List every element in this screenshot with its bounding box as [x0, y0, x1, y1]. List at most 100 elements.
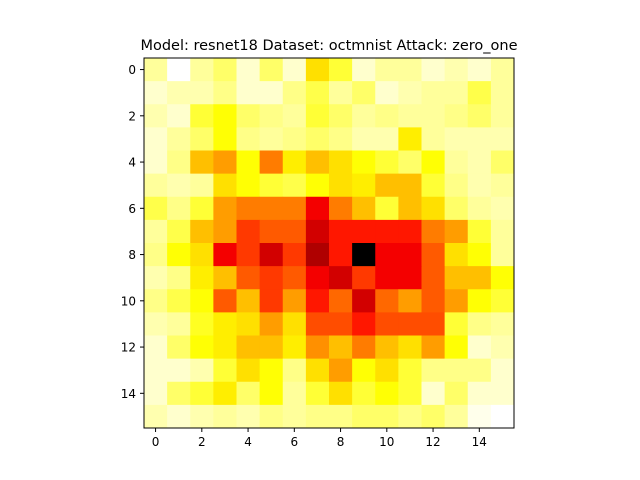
heatmap-cell [490, 358, 515, 383]
heatmap-cell [190, 219, 214, 244]
heatmap-cell [144, 312, 168, 336]
heatmap-cell [467, 58, 492, 82]
heatmap-cell [490, 127, 515, 151]
heatmap-cell [352, 266, 376, 290]
heatmap-cell [236, 381, 261, 406]
heatmap-cell [282, 127, 307, 151]
heatmap-cell [213, 312, 237, 336]
heatmap-cell [282, 266, 307, 290]
heatmap-cell [190, 381, 214, 406]
heatmap-cell [236, 127, 261, 151]
heatmap-cell [467, 404, 492, 429]
heatmap-cell [329, 289, 353, 313]
heatmap-cell [259, 219, 284, 244]
heatmap-cell [259, 173, 284, 198]
heatmap-cell [329, 266, 353, 290]
heatmap-cell [305, 381, 330, 406]
heatmap-cell [398, 289, 422, 313]
heatmap-cell [375, 289, 399, 313]
heatmap-cell [398, 104, 422, 128]
heatmap-cell [490, 335, 515, 360]
x-tick-label: 14 [472, 435, 487, 449]
heatmap-cell [236, 266, 261, 290]
x-tick-label: 4 [244, 435, 252, 449]
heatmap-cell [329, 358, 353, 383]
heatmap-cell [352, 127, 376, 151]
heatmap-cell [236, 335, 261, 360]
heatmap-cell [167, 404, 191, 429]
heatmap-cell [421, 312, 446, 336]
heatmap-cell [236, 404, 261, 429]
heatmap-cell [144, 173, 168, 198]
heatmap-cell [236, 173, 261, 198]
heatmap-cell [375, 104, 399, 128]
heatmap-cell [375, 358, 399, 383]
heatmap-cell [144, 127, 168, 151]
heatmap-cell [282, 219, 307, 244]
heatmap-cell [190, 58, 214, 82]
heatmap-cell [444, 335, 469, 360]
heatmap-cell [490, 404, 515, 429]
heatmap-cell [213, 173, 237, 198]
heatmap-cell [421, 81, 446, 105]
heatmap-cell [282, 81, 307, 105]
heatmap-cell [213, 104, 237, 128]
heatmap-cell [490, 219, 515, 244]
heatmap-cell [375, 243, 399, 267]
heatmap-cell [190, 173, 214, 198]
chart-title: Model: resnet18 Dataset: octmnist Attack… [140, 38, 517, 54]
heatmap-cell [213, 335, 237, 360]
heatmap-cell [167, 312, 191, 336]
heatmap-cell [259, 81, 284, 105]
y-tick-label: 14 [121, 387, 136, 401]
heatmap-cell [190, 335, 214, 360]
heatmap-cell [444, 266, 469, 290]
heatmap-cell [352, 243, 376, 267]
heatmap-cell [305, 289, 330, 313]
heatmap-cell [167, 104, 191, 128]
heatmap-cell [213, 289, 237, 313]
heatmap-cell [329, 81, 353, 105]
heatmap-cell [444, 289, 469, 313]
plot-frame [143, 57, 515, 429]
heatmap-cell [375, 196, 399, 221]
heatmap-cells [144, 58, 515, 429]
heatmap-cell [421, 196, 446, 221]
heatmap-cell [444, 404, 469, 429]
heatmap-cell [305, 312, 330, 336]
heatmap-cell [282, 335, 307, 360]
heatmap-cell [467, 335, 492, 360]
heatmap-cell [282, 289, 307, 313]
x-tick-label: 10 [379, 435, 394, 449]
heatmap-cell [259, 312, 284, 336]
heatmap-cell [259, 381, 284, 406]
heatmap-cell [398, 381, 422, 406]
heatmap-cell [421, 404, 446, 429]
heatmap-cell [444, 219, 469, 244]
heatmap-cell [398, 150, 422, 175]
heatmap-cell [236, 358, 261, 383]
heatmap-cell [190, 266, 214, 290]
heatmap-cell [167, 289, 191, 313]
heatmap-cell [213, 381, 237, 406]
heatmap-cell [282, 104, 307, 128]
heatmap-cell [282, 58, 307, 82]
heatmap-cell [213, 358, 237, 383]
heatmap-cell [213, 196, 237, 221]
heatmap-cell [375, 58, 399, 82]
heatmap-cell [144, 243, 168, 267]
heatmap-cell [259, 150, 284, 175]
heatmap-cell [167, 58, 191, 82]
heatmap-cell [398, 58, 422, 82]
heatmap-cell [282, 358, 307, 383]
heatmap-cell [329, 196, 353, 221]
heatmap-cell [144, 219, 168, 244]
heatmap-cell [305, 81, 330, 105]
heatmap-cell [421, 335, 446, 360]
heatmap-cell [167, 81, 191, 105]
heatmap-cell [490, 173, 515, 198]
heatmap-cell [421, 266, 446, 290]
heatmap-cell [236, 196, 261, 221]
heatmap-cell [329, 219, 353, 244]
heatmap-cell [259, 404, 284, 429]
